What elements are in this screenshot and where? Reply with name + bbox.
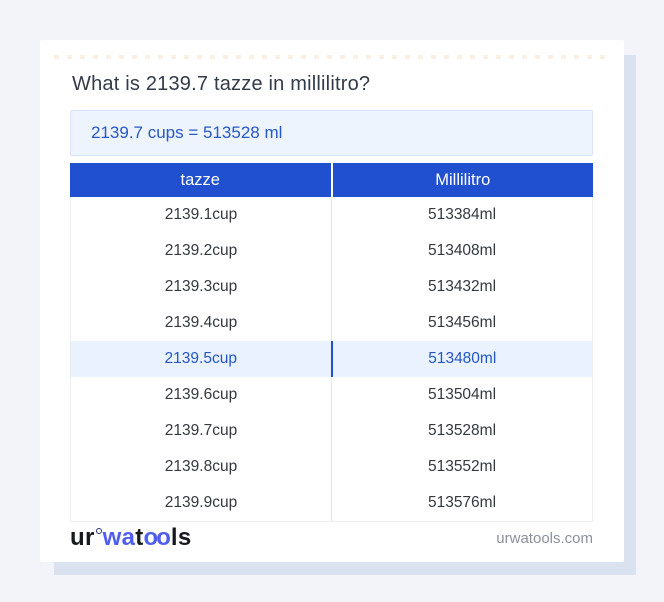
table-row: 2139.9cup 513576ml [71,485,592,521]
ml-cell: 513480ml [428,350,497,367]
table-row-highlighted: 2139.5cup 513480ml [71,341,592,377]
ml-cell: 513408ml [427,242,497,259]
cup-cell: 2139.5cup [71,341,333,377]
logo-part-t: t [135,524,144,551]
table-row: 2139.6cup 513504ml [71,377,592,413]
cup-cell: 2139.9cup [71,485,332,521]
cup-cell: 2139.4cup [71,305,332,341]
ml-cell: 513576ml [427,494,497,511]
cup-cell: 2139.2cup [71,233,332,269]
cup-cell: 2139.3cup [71,269,332,305]
ml-cell: 513456ml [427,314,497,331]
urwatools-logo[interactable]: ur wa t oo ls [70,526,191,550]
table-body: 2139.1cup 513384ml 2139.2cup 513408ml 21… [70,197,593,522]
cup-cell: 2139.8cup [71,449,332,485]
conversion-result-box: 2139.7 cups = 513528 ml [70,110,593,156]
table-row: 2139.8cup 513552ml [71,449,592,485]
ml-cell: 513504ml [427,386,497,403]
page-title: What is 2139.7 tazze in millilitro? [72,73,371,95]
decorative-dotted-strip [54,55,610,59]
conversion-table: tazze Millilitro 2139.1cup 513384ml 2139… [70,163,593,522]
cup-cell: 2139.7cup [71,413,332,449]
ml-cell: 513528ml [427,422,497,439]
column-header-tazze: tazze [70,163,333,197]
cup-cell: 2139.6cup [71,377,332,413]
table-row: 2139.1cup 513384ml [71,197,592,233]
logo-glasses-oo: oo [143,524,171,551]
table-header-row: tazze Millilitro [70,163,593,197]
site-domain-text: urwatools.com [496,529,593,547]
conversion-result-text: 2139.7 cups = 513528 ml [91,123,283,142]
ml-cell: 513552ml [427,458,497,475]
column-header-millilitro: Millilitro [435,170,491,189]
table-row: 2139.3cup 513432ml [71,269,592,305]
ml-cell: 513432ml [427,278,497,295]
table-row: 2139.7cup 513528ml [71,413,592,449]
ml-cell: 513384ml [427,206,497,223]
logo-part-ls: ls [170,524,192,551]
table-row: 2139.2cup 513408ml [71,233,592,269]
converter-card: What is 2139.7 tazze in millilitro? 2139… [40,40,624,562]
logo-part-wa: wa [102,524,136,551]
cup-cell: 2139.1cup [71,197,332,233]
card-footer: ur wa t oo ls urwatools.com [70,522,593,554]
logo-degree-icon [95,528,102,534]
table-row: 2139.4cup 513456ml [71,305,592,341]
logo-part-ur: ur [70,524,95,551]
